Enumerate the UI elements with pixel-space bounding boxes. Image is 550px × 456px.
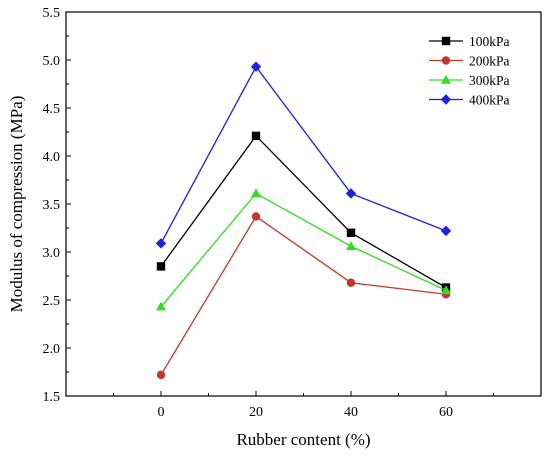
x-tick-label: 40 [344, 405, 358, 420]
x-axis-title: Rubber content (%) [236, 430, 370, 449]
legend-label: 400kPa [469, 93, 510, 108]
legend-item: 300kPa [429, 73, 510, 88]
x-tick-label: 0 [158, 405, 165, 420]
y-tick-label: 2.5 [43, 294, 61, 309]
y-tick-label: 3.0 [43, 246, 61, 261]
legend-item: 200kPa [429, 54, 510, 69]
y-tick-label: 2.0 [43, 342, 61, 357]
x-tick-label: 60 [439, 405, 453, 420]
data-point [250, 61, 262, 72]
series-0 [156, 131, 451, 292]
legend-marker [441, 56, 451, 65]
legend-marker [441, 74, 451, 84]
y-axis-title: Modulus of compression (MPa) [7, 96, 26, 313]
data-point [345, 188, 357, 199]
series-2 [156, 188, 451, 311]
series-3 [155, 61, 452, 249]
y-tick-label: 3.5 [43, 198, 61, 213]
legend-item: 400kPa [429, 93, 510, 108]
y-tick-label: 4.0 [43, 150, 61, 165]
series-1 [156, 212, 451, 380]
legend-marker [440, 94, 452, 105]
data-point [156, 370, 166, 380]
series-line [160, 215, 447, 376]
y-tick-label: 1.5 [43, 390, 61, 405]
legend-item: 100kPa [429, 34, 510, 49]
data-point [346, 228, 356, 237]
x-tick-label: 20 [249, 405, 263, 420]
series-line [160, 192, 447, 308]
y-axis-ticks: 1.5 2.0 2.5 3.0 3.5 4.0 4.5 5.0 5.5 [43, 6, 71, 405]
y-tick-label: 5.0 [43, 54, 61, 69]
data-point [156, 301, 166, 311]
data-point [156, 262, 166, 271]
y-tick-label: 4.5 [43, 102, 61, 117]
series-line [160, 134, 447, 289]
series-line [160, 65, 447, 244]
data-point [251, 188, 261, 198]
legend-marker [441, 36, 451, 46]
legend: 100kPa 200kPa 300kPa 400kPa [418, 22, 528, 114]
data-point [441, 285, 451, 295]
legend-box [418, 22, 528, 114]
legend-label: 300kPa [469, 73, 510, 88]
data-point [346, 278, 356, 287]
y-tick-label: 5.5 [43, 6, 61, 21]
legend-label: 200kPa [469, 54, 510, 69]
x-axis-ticks: 0 20 40 60 [65, 391, 542, 420]
data-point [155, 238, 167, 249]
series-layer [155, 61, 452, 380]
data-point [251, 212, 261, 221]
data-point [440, 225, 452, 237]
data-point [346, 241, 356, 250]
data-point [251, 131, 261, 141]
legend-label: 100kPa [469, 34, 510, 49]
